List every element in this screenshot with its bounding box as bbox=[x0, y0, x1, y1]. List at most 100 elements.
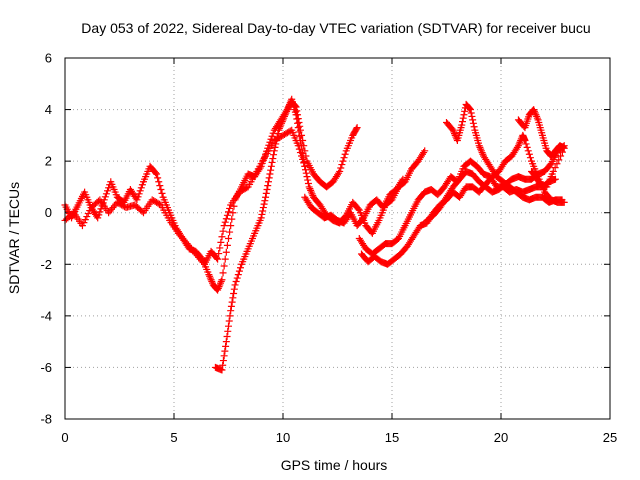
plus-point bbox=[470, 123, 478, 131]
plus-point bbox=[102, 190, 110, 198]
plus-point bbox=[268, 158, 276, 166]
plus-point bbox=[208, 277, 216, 285]
plus-point bbox=[206, 274, 214, 282]
plus-point bbox=[219, 269, 227, 277]
plus-point bbox=[261, 197, 269, 205]
plus-point bbox=[340, 154, 348, 162]
plus-point bbox=[281, 111, 289, 119]
plus-point bbox=[233, 274, 241, 282]
plus-point bbox=[533, 114, 541, 122]
plus-point bbox=[262, 193, 270, 201]
plus-point bbox=[226, 204, 234, 212]
plus-point bbox=[257, 214, 265, 222]
plus-point bbox=[205, 271, 213, 279]
plus-point bbox=[220, 352, 228, 360]
plus-point bbox=[219, 361, 227, 369]
plus-point bbox=[154, 174, 162, 182]
plus-point bbox=[226, 228, 234, 236]
plus-point bbox=[278, 118, 286, 126]
plus-point bbox=[338, 161, 346, 169]
plus-point bbox=[530, 107, 538, 115]
plus-point bbox=[214, 284, 222, 292]
plus-point bbox=[137, 184, 145, 192]
plus-point bbox=[235, 267, 243, 275]
plus-point bbox=[227, 307, 235, 315]
plus-point bbox=[521, 137, 529, 145]
plus-point bbox=[156, 182, 164, 190]
plus-point bbox=[449, 126, 457, 134]
plus-point bbox=[295, 128, 303, 136]
plus-point bbox=[282, 109, 290, 117]
plus-point bbox=[225, 317, 233, 325]
series-track-3 bbox=[61, 126, 309, 268]
plus-point bbox=[528, 168, 536, 176]
plus-point bbox=[214, 255, 222, 263]
plus-point bbox=[135, 190, 143, 198]
plus-point bbox=[225, 322, 232, 330]
plus-point bbox=[295, 145, 303, 153]
plus-point bbox=[304, 179, 312, 187]
plus-point bbox=[216, 281, 224, 289]
plus-point bbox=[450, 130, 458, 138]
plus-point bbox=[466, 106, 474, 114]
plus-point bbox=[294, 119, 302, 127]
plus-point bbox=[302, 166, 310, 174]
plus-point bbox=[466, 105, 474, 113]
plus-point bbox=[421, 147, 429, 155]
y-tick-label: 0 bbox=[45, 205, 52, 220]
plus-point bbox=[296, 132, 304, 140]
plus-point bbox=[214, 286, 222, 294]
plus-point bbox=[94, 214, 102, 222]
plus-point bbox=[215, 283, 223, 291]
plus-point bbox=[230, 290, 238, 298]
plus-point bbox=[298, 152, 306, 160]
plus-point bbox=[206, 272, 214, 280]
plus-point bbox=[263, 186, 271, 194]
plus-point bbox=[283, 107, 291, 115]
plus-point bbox=[95, 211, 103, 219]
plus-point bbox=[293, 115, 301, 123]
plus-point bbox=[227, 222, 235, 230]
y-tick-label: -4 bbox=[40, 308, 52, 323]
plus-point bbox=[477, 145, 485, 153]
x-tick-label: 5 bbox=[170, 430, 177, 445]
plus-point bbox=[231, 281, 239, 289]
plus-point bbox=[227, 302, 235, 310]
plus-point bbox=[264, 182, 272, 190]
plus-point bbox=[420, 149, 428, 157]
plus-point bbox=[138, 181, 146, 189]
plus-point bbox=[303, 173, 311, 181]
plus-point bbox=[476, 143, 484, 151]
plus-point bbox=[222, 338, 230, 346]
plus-point bbox=[531, 109, 539, 117]
plus-point bbox=[528, 167, 536, 175]
plus-point bbox=[229, 294, 237, 302]
plus-point bbox=[224, 327, 232, 335]
plus-point bbox=[467, 109, 475, 117]
plus-point bbox=[219, 357, 227, 365]
plus-point bbox=[96, 208, 104, 216]
data-marks bbox=[61, 95, 568, 374]
y-tick-label: 6 bbox=[45, 51, 52, 66]
plus-point bbox=[280, 114, 288, 122]
plus-point bbox=[220, 262, 228, 270]
plus-point bbox=[153, 170, 161, 178]
plus-point bbox=[398, 177, 406, 185]
series-track-9 bbox=[423, 142, 568, 224]
x-tick-label: 25 bbox=[603, 430, 617, 445]
plus-point bbox=[276, 123, 284, 131]
plus-point bbox=[216, 244, 224, 252]
plus-point bbox=[551, 164, 559, 172]
plus-point bbox=[335, 169, 343, 177]
plus-point bbox=[101, 193, 109, 201]
plus-point bbox=[292, 111, 300, 119]
plus-point bbox=[460, 111, 468, 119]
plus-point bbox=[284, 104, 292, 112]
plus-point bbox=[218, 276, 226, 284]
plus-point bbox=[478, 149, 486, 157]
plus-point bbox=[300, 159, 308, 167]
plus-point bbox=[219, 227, 227, 235]
plus-point bbox=[352, 125, 360, 133]
plus-point bbox=[218, 233, 226, 241]
